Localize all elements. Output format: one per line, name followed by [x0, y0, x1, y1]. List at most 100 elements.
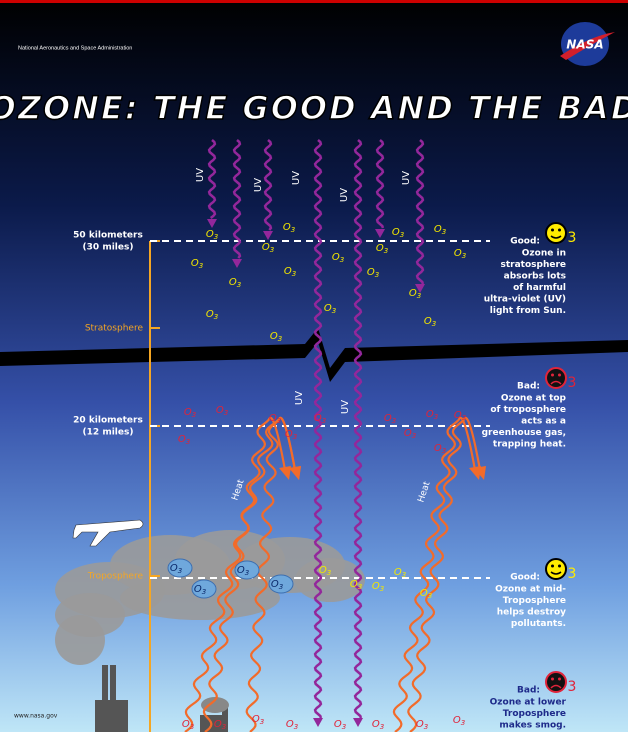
ozone-symbol: O [269, 413, 277, 424]
ozone-symbol: O [237, 565, 245, 576]
ozone-subscript: 3 [237, 281, 241, 289]
face-subscript: 3 [568, 375, 577, 391]
title: OZONE: THE GOOD AND THE BAD [0, 89, 628, 127]
ozone-subscript: 3 [375, 271, 379, 279]
altitude-mi: (12 miles) [83, 428, 134, 438]
ozone-subscript: 3 [462, 252, 466, 260]
ozone-subscript: 3 [279, 583, 283, 591]
note-line: Ozone at top [501, 394, 567, 404]
face-eye [558, 678, 561, 681]
top-border [0, 0, 628, 3]
ozone-subscript: 3 [214, 233, 218, 241]
face-eye [551, 374, 554, 377]
agency-name: National Aeronautics and Space Administr… [18, 45, 132, 51]
ozone-symbol: O [454, 248, 462, 259]
ozone-subscript: 3 [461, 719, 465, 727]
ozone-symbol: O [252, 714, 260, 725]
ozone-symbol: O [372, 581, 380, 592]
note-line: Ozone in [522, 249, 566, 259]
note-verdict: Good: [510, 237, 540, 247]
note-line: ultra-violet (UV) [484, 295, 566, 305]
note-line: stratosphere [500, 260, 566, 270]
ozone-subscript: 3 [332, 307, 336, 315]
face-eye [551, 229, 554, 232]
uv-label: UV [253, 178, 264, 192]
ozone-symbol: O [394, 567, 402, 578]
ozone-subscript: 3 [260, 718, 264, 726]
note-line: of harmful [513, 283, 566, 293]
altitude-km: 50 kilometers [73, 231, 143, 241]
smiley-face [546, 559, 566, 579]
face-eye [551, 678, 554, 681]
ozone-subscript: 3 [380, 723, 384, 731]
ozone-subscript: 3 [278, 335, 282, 343]
ozone-symbol: O [372, 719, 380, 730]
ozone-symbol: O [376, 243, 384, 254]
face-eye [558, 229, 561, 232]
frown-face [546, 368, 566, 388]
ozone-symbol: O [283, 222, 291, 233]
ozone-subscript: 3 [294, 723, 298, 731]
ozone-subscript: 3 [434, 413, 438, 421]
note-line: greenhouse gas, [482, 428, 566, 438]
ozone-subscript: 3 [291, 226, 295, 234]
ozone-symbol: O [314, 413, 322, 424]
face-eye [558, 374, 561, 377]
face-subscript: 3 [568, 230, 577, 246]
note-line: helps destroy [497, 608, 566, 618]
layer-name: Troposphere [87, 572, 144, 582]
ozone-symbol: O [229, 277, 237, 288]
poster: National Aeronautics and Space Administr… [0, 0, 628, 732]
ozone-subscript: 3 [340, 256, 344, 264]
ozone-subscript: 3 [432, 320, 436, 328]
face-subscript: 3 [568, 566, 577, 582]
ozone-symbol: O [284, 266, 292, 277]
ozone-symbol: O [454, 410, 462, 421]
ozone-symbol: O [426, 409, 434, 420]
ozone-symbol: O [194, 584, 202, 595]
note-verdict: Good: [510, 573, 540, 583]
ozone-symbol: O [384, 413, 392, 424]
ozone-symbol: O [271, 579, 279, 590]
uv-label: UV [339, 188, 350, 202]
footer-url: www.nasa.gov [14, 713, 58, 720]
logo: NASA [566, 38, 603, 52]
ozone-symbol: O [206, 309, 214, 320]
note-line: of troposphere [490, 405, 566, 415]
note-verdict: Bad: [517, 382, 540, 392]
note-line: Troposphere [503, 709, 566, 719]
ozone-symbol: O [409, 288, 417, 299]
ozone-subscript: 3 [199, 262, 203, 270]
ozone-subscript: 3 [400, 231, 404, 239]
smog-cloud [55, 615, 105, 665]
face-subscript: 3 [568, 679, 577, 695]
ozone-subscript: 3 [192, 411, 196, 419]
ozone-symbol: O [404, 428, 412, 439]
ozone-symbol: O [319, 565, 327, 576]
ozone-symbol: O [206, 229, 214, 240]
note-line: acts as a [521, 417, 566, 427]
ozone-symbol: O [182, 719, 190, 730]
ozone-symbol: O [324, 303, 332, 314]
face-eye [551, 565, 554, 568]
ozone-symbol: O [453, 715, 461, 726]
ozone-subscript: 3 [342, 723, 346, 731]
ozone-symbol: O [178, 434, 186, 445]
ozone-symbol: O [434, 224, 442, 235]
ozone-subscript: 3 [222, 723, 226, 731]
smiley-face [546, 223, 566, 243]
face-eye [558, 565, 561, 568]
ozone-symbol: O [392, 227, 400, 238]
ozone-subscript: 3 [402, 571, 406, 579]
note-verdict: Bad: [517, 686, 540, 696]
uv-label: UV [195, 168, 206, 182]
note-line: absorbs lots [504, 272, 566, 282]
ozone-subscript: 3 [327, 569, 331, 577]
ozone-subscript: 3 [358, 583, 362, 591]
ozone-symbol: O [286, 719, 294, 730]
ozone-symbol: O [350, 579, 358, 590]
note-line: Ozone at mid- [495, 585, 566, 595]
note-line: light from Sun. [490, 306, 566, 316]
ozone-subscript: 3 [277, 417, 281, 425]
ozone-subscript: 3 [462, 414, 466, 422]
